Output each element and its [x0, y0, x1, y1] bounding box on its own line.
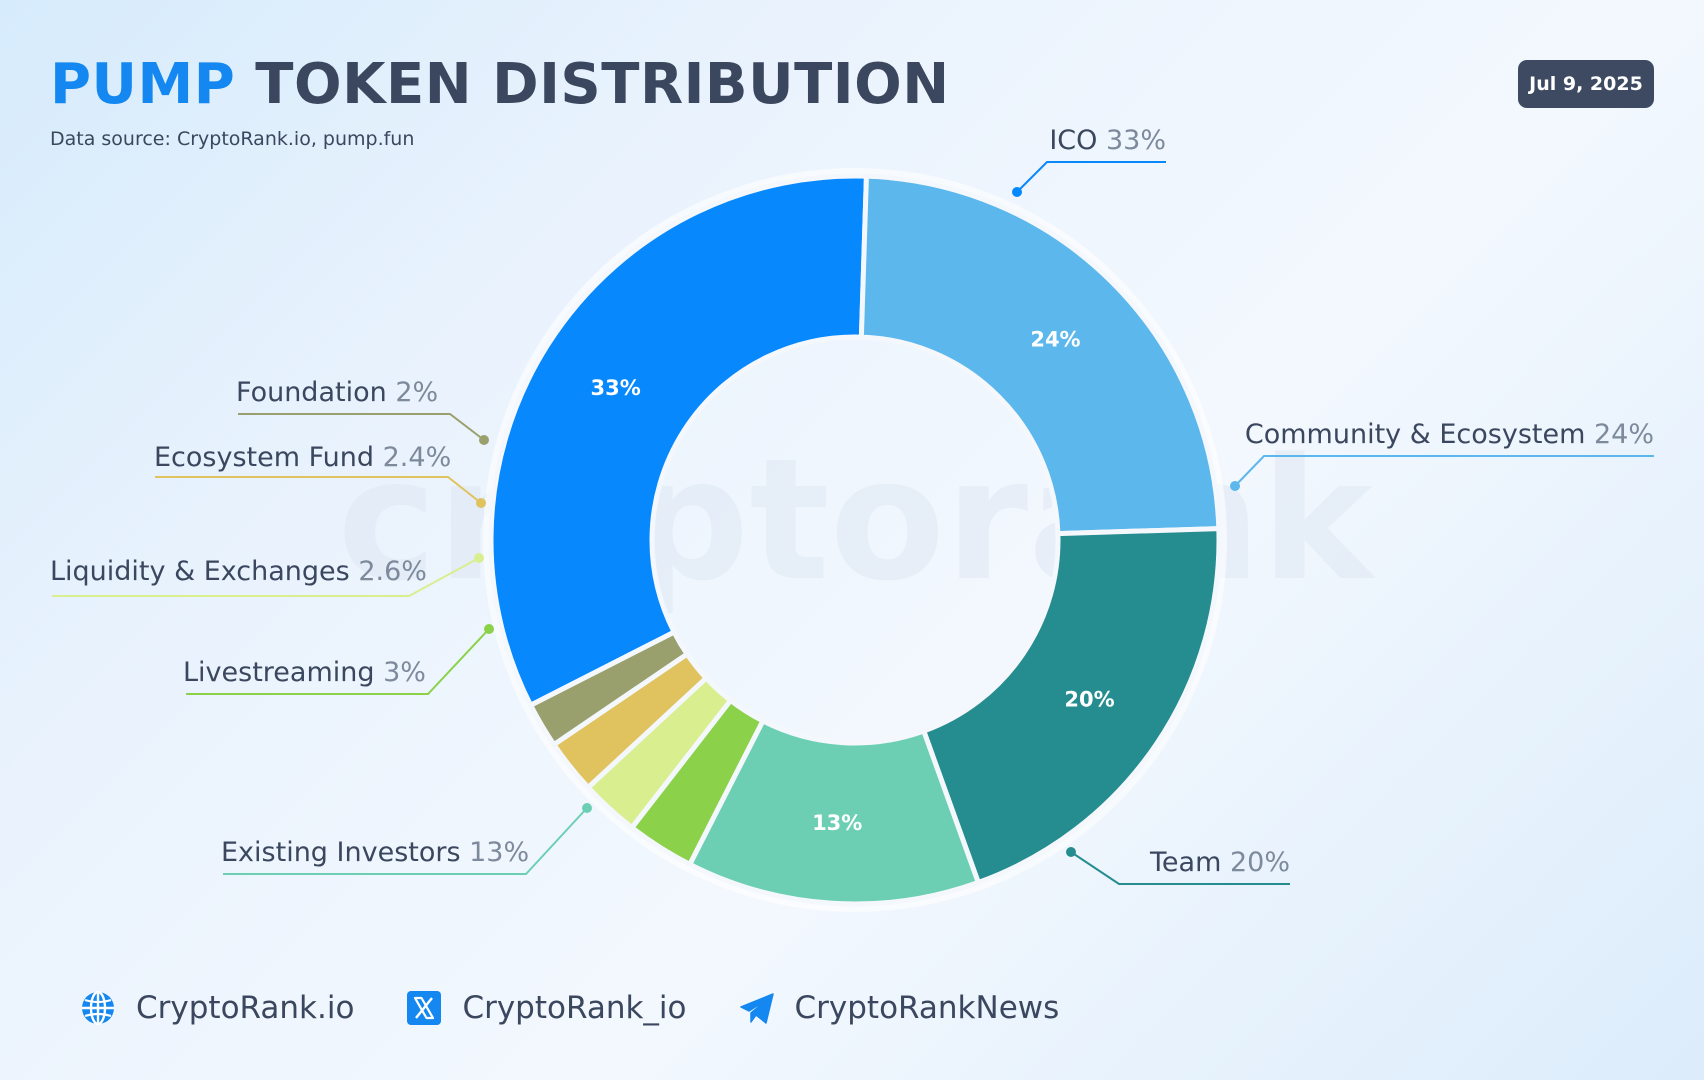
title-rest: TOKEN DISTRIBUTION	[255, 52, 950, 117]
x-logo-icon	[406, 990, 442, 1026]
footer-x-account[interactable]: CryptoRank_io	[406, 990, 687, 1026]
callout-name-team: Team	[1149, 847, 1230, 878]
leader-dot-team	[1066, 847, 1076, 857]
slice-value-ico: 33%	[591, 376, 641, 400]
leader-dot-ecosystem-fund	[476, 498, 486, 508]
leader-dot-community-and-ecosystem	[1230, 481, 1240, 491]
callout-pct-team: 20%	[1230, 847, 1290, 878]
footer-x-label: CryptoRank_io	[462, 990, 687, 1026]
slice-value-community-and-ecosystem: 24%	[1030, 328, 1080, 352]
callout-name-community-and-ecosystem: Community & Ecosystem	[1245, 419, 1594, 450]
footer-website[interactable]: CryptoRank.io	[80, 990, 354, 1026]
leader-line-ecosystem-fund	[155, 476, 482, 504]
leader-dot-existing-investors	[582, 803, 592, 813]
footer-telegram[interactable]: CryptoRankNews	[739, 990, 1060, 1026]
leader-dot-liquidity-and-exchanges	[474, 553, 484, 563]
callout-pct-liquidity-and-exchanges: 2.6%	[358, 556, 427, 587]
slice-ico[interactable]	[488, 173, 869, 708]
slice-value-team: 20%	[1064, 687, 1114, 711]
data-source: Data source: CryptoRank.io, pump.fun	[50, 128, 415, 150]
callout-label-foundation: Foundation 2%	[236, 377, 438, 408]
page-title: PUMP TOKEN DISTRIBUTION	[50, 52, 950, 117]
leader-dot-ico	[1012, 187, 1022, 197]
callout-name-livestreaming: Livestreaming	[183, 657, 383, 688]
callout-pct-existing-investors: 13%	[469, 837, 529, 868]
callout-pct-foundation: 2%	[395, 377, 438, 408]
leader-line-foundation	[238, 413, 485, 441]
leader-line-team	[1070, 851, 1290, 885]
callout-label-liquidity-and-exchanges: Liquidity & Exchanges 2.6%	[50, 556, 427, 587]
leader-line-existing-investors	[223, 807, 588, 875]
callout-label-community-and-ecosystem: Community & Ecosystem 24%	[1245, 419, 1654, 450]
globe-icon	[80, 990, 116, 1026]
callout-label-team: Team 20%	[1149, 847, 1290, 878]
slice-value-existing-investors: 13%	[812, 811, 862, 835]
footer: CryptoRank.io CryptoRank_io CryptoRankNe…	[80, 990, 1111, 1026]
callout-pct-ico: 33%	[1106, 125, 1166, 156]
telegram-icon	[739, 990, 775, 1026]
callout-label-ecosystem-fund: Ecosystem Fund 2.4%	[154, 442, 451, 473]
callout-label-livestreaming: Livestreaming 3%	[183, 657, 426, 688]
callout-label-ico: ICO 33%	[1049, 125, 1166, 156]
leader-dot-livestreaming	[484, 624, 494, 634]
slice-team[interactable]	[921, 526, 1222, 885]
callout-name-foundation: Foundation	[236, 377, 395, 408]
leader-dot-foundation	[479, 435, 489, 445]
callout-label-existing-investors: Existing Investors 13%	[221, 837, 529, 868]
footer-telegram-label: CryptoRankNews	[794, 990, 1060, 1026]
callout-name-ecosystem-fund: Ecosystem Fund	[154, 442, 383, 473]
callout-pct-community-and-ecosystem: 24%	[1594, 419, 1654, 450]
callout-pct-livestreaming: 3%	[383, 657, 426, 688]
leader-line-liquidity-and-exchanges	[52, 557, 480, 597]
donut-halo	[483, 168, 1227, 912]
callout-name-ico: ICO	[1049, 125, 1106, 156]
leader-line-community-and-ecosystem	[1234, 455, 1654, 487]
callout-name-liquidity-and-exchanges: Liquidity & Exchanges	[50, 556, 358, 587]
slice-community-and-ecosystem[interactable]	[858, 173, 1222, 537]
footer-website-label: CryptoRank.io	[136, 990, 355, 1026]
slice-foundation[interactable]	[528, 629, 690, 748]
leader-line-livestreaming	[186, 628, 490, 695]
callout-name-existing-investors: Existing Investors	[221, 837, 469, 868]
title-accent: PUMP	[50, 52, 236, 117]
callout-pct-ecosystem-fund: 2.4%	[383, 442, 452, 473]
date-badge: Jul 9, 2025	[1518, 60, 1654, 108]
leader-line-ico	[1016, 161, 1166, 193]
slice-existing-investors[interactable]	[687, 718, 981, 907]
